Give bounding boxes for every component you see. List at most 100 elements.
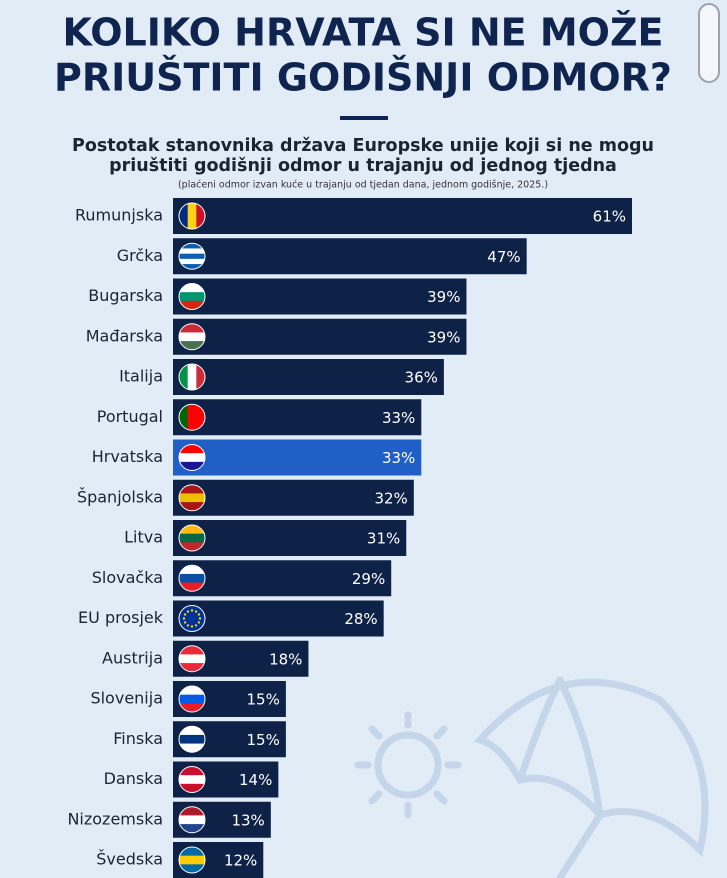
flag-stripe — [179, 726, 205, 736]
category-label: Italija — [119, 367, 163, 386]
chart-title: KOLIKO HRVATA SI NE MOŽE — [63, 11, 664, 55]
flag-star — [194, 624, 198, 627]
bar — [173, 238, 527, 275]
value-label: 32% — [374, 489, 407, 507]
flag-stripe — [179, 248, 205, 255]
flag-border — [178, 484, 206, 512]
flag-stripe — [187, 364, 197, 390]
flag-stripe — [179, 815, 205, 825]
flag-stripe — [179, 444, 205, 454]
value-label: 36% — [405, 369, 438, 387]
flag-stripe — [179, 283, 205, 293]
category-label: Hrvatska — [92, 447, 163, 466]
subtitle: Postotak stanovnika država Europske unij… — [72, 136, 654, 156]
flag-border — [178, 323, 206, 351]
flag-stripe — [179, 364, 189, 390]
flag-stripe — [179, 703, 205, 712]
flag-stripe — [179, 645, 205, 655]
flag-stripe — [179, 855, 205, 865]
flag — [179, 726, 205, 753]
flag-stripe — [187, 203, 197, 229]
flag — [179, 806, 205, 833]
flag-border — [178, 202, 206, 230]
flag-stripe — [179, 766, 205, 776]
flag-star — [186, 610, 190, 613]
flag-star — [198, 617, 202, 620]
value-label: 33% — [382, 449, 415, 467]
category-label: Mađarska — [86, 326, 163, 345]
flag-border — [178, 605, 206, 632]
flag — [179, 645, 205, 672]
bar — [173, 439, 422, 476]
flag-stripe — [196, 203, 205, 229]
value-label: 18% — [269, 650, 302, 668]
flag-border — [178, 283, 206, 310]
flag-border — [178, 564, 206, 592]
flag-stripe — [179, 525, 205, 535]
flag-border — [178, 444, 206, 471]
chart-title: PRIUŠTITI GODIŠNJI ODMOR? — [54, 56, 672, 100]
flag-stripe — [179, 686, 205, 696]
category-label: Španjolska — [77, 487, 163, 506]
flag-stripe — [179, 806, 205, 816]
flag — [179, 766, 205, 793]
flag-star — [194, 610, 198, 613]
value-label: 28% — [344, 610, 377, 628]
value-label: 33% — [382, 409, 415, 427]
flag-star — [197, 621, 201, 624]
flag-stripe — [179, 565, 205, 575]
value-label: 14% — [239, 771, 272, 789]
flag-stripe — [179, 824, 205, 833]
flag — [179, 404, 205, 431]
flag-stripe — [179, 775, 205, 785]
flag-star — [183, 613, 187, 616]
flag-star — [183, 621, 187, 624]
value-label: 15% — [247, 731, 280, 749]
scrollbar[interactable] — [698, 3, 720, 83]
flag-stripe — [187, 404, 197, 431]
category-label: Austrija — [102, 648, 163, 667]
value-label: 47% — [487, 248, 520, 266]
flag-border — [178, 242, 206, 270]
flag-border — [178, 685, 206, 713]
flag — [179, 484, 205, 511]
value-label: 39% — [427, 288, 460, 306]
value-label: 13% — [231, 811, 264, 829]
flag-stripe — [179, 663, 205, 672]
flag-stripe — [196, 404, 205, 431]
bar — [173, 318, 467, 355]
value-label: 29% — [352, 570, 385, 588]
flag — [179, 203, 205, 229]
bar — [173, 198, 632, 234]
category-label: Litva — [124, 528, 163, 547]
flag-stripe — [179, 453, 205, 463]
flag-border — [178, 645, 206, 673]
flag-stripe — [179, 292, 205, 302]
bar — [173, 479, 414, 516]
bar — [173, 560, 392, 597]
bar — [173, 520, 407, 556]
category-label: Rumunjska — [75, 206, 163, 225]
flag-stripe — [179, 743, 205, 753]
flag-stripe — [179, 484, 205, 494]
flag-stripe — [179, 461, 205, 471]
flag-star — [197, 613, 201, 616]
flag-stripe — [179, 864, 205, 873]
value-label: 15% — [247, 691, 280, 709]
flag-star — [190, 609, 194, 612]
flag-stripe — [179, 582, 205, 592]
flag-star — [186, 624, 190, 627]
category-label: Danska — [104, 769, 163, 788]
divider — [340, 116, 388, 120]
flag — [179, 525, 205, 551]
category-label: Bugarska — [88, 286, 163, 305]
subtitle: priuštiti godišnji odmor u trajanju od j… — [109, 156, 617, 176]
flag-stripe — [179, 734, 205, 745]
flag — [179, 605, 205, 632]
flag — [179, 686, 205, 712]
flag-stripe — [179, 502, 205, 511]
flag — [179, 283, 205, 310]
flag-border — [178, 524, 206, 552]
flag-border — [178, 766, 206, 793]
flag-stripe — [179, 783, 205, 793]
